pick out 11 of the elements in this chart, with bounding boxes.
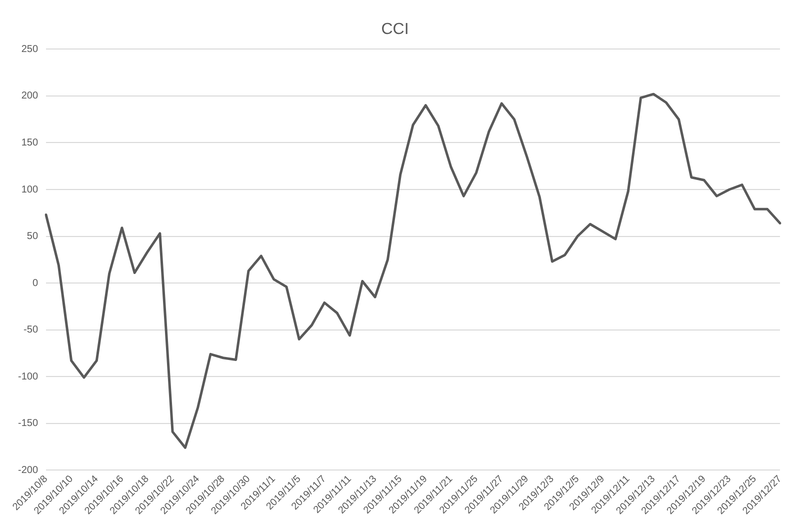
y-tick-label: -150 <box>18 418 38 430</box>
y-tick-label: 200 <box>21 90 38 102</box>
y-tick-label: 100 <box>21 184 38 196</box>
y-tick-label: 150 <box>21 137 38 148</box>
y-tick-label: 50 <box>26 231 38 242</box>
y-tick-label: -50 <box>24 324 38 336</box>
y-tick-label: 250 <box>21 44 38 55</box>
y-tick-label: 0 <box>32 278 38 289</box>
y-tick-label: -100 <box>18 371 38 382</box>
y-tick-label: -200 <box>18 464 38 476</box>
chart-title: CCI <box>381 21 409 38</box>
